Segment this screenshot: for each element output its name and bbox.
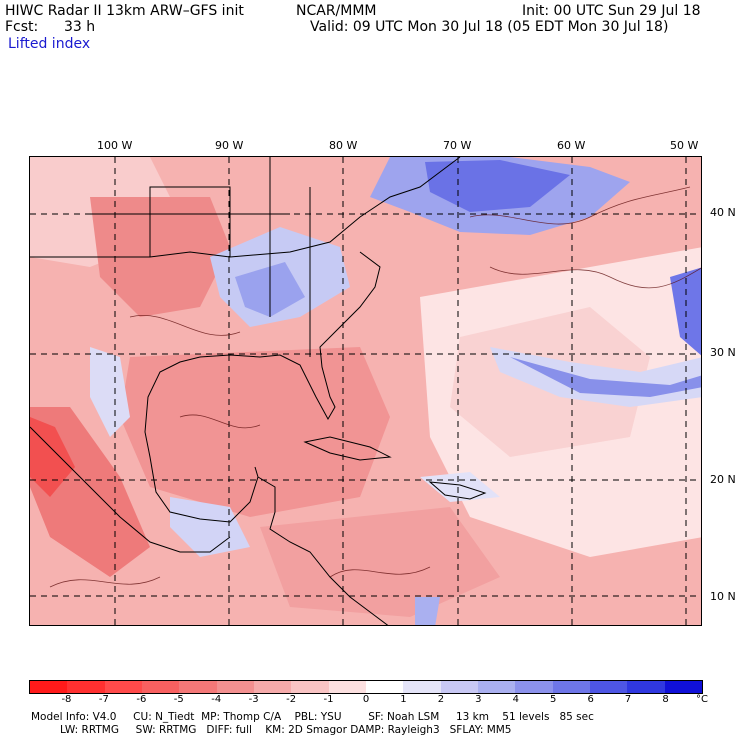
lat-label-40n: 40 N <box>710 206 736 219</box>
colorbar-cell <box>104 681 142 693</box>
init-time: Init: 00 UTC Sun 29 Jul 18 <box>522 3 701 19</box>
colorbar-tick-label: -1 <box>323 694 334 705</box>
model-source: NCAR/MMM <box>296 3 377 19</box>
colorbar-cell <box>365 681 404 693</box>
colorbar-tick-label: -5 <box>173 694 184 705</box>
colorbar-cell <box>179 681 217 693</box>
lat-label-10n: 10 N <box>710 590 736 603</box>
map-canvas <box>30 157 701 625</box>
colorbar-cell <box>253 681 292 693</box>
lat-label-20n: 20 N <box>710 473 736 486</box>
colorbar-tick-label: 3 <box>475 694 482 705</box>
colorbar-tick-label: 8 <box>662 694 669 705</box>
colorbar-tick-label: -3 <box>248 694 259 705</box>
colorbar-tick-label: -7 <box>98 694 109 705</box>
colorbar-tick-label: -2 <box>286 694 297 705</box>
lon-label-80w: 80 W <box>329 139 358 152</box>
colorbar-tick-label: 2 <box>437 694 445 705</box>
lon-label-50w: 50 W <box>670 139 699 152</box>
lifted-index-map <box>29 156 702 626</box>
colorbar-cell <box>403 681 441 693</box>
forecast-label: Fcst: <box>5 19 39 35</box>
colorbar-cell <box>477 681 516 693</box>
colorbar-tick-label: 5 <box>550 694 557 705</box>
colorbar-tick-label: 0 <box>362 694 370 705</box>
colorbar-cell <box>440 681 478 693</box>
lon-label-70w: 70 W <box>443 139 472 152</box>
colorbar-cell <box>552 681 590 693</box>
colorbar-tick-label: -6 <box>136 694 147 705</box>
colorbar-unit: °C <box>696 694 708 705</box>
colorbar-tick-label: -8 <box>61 694 72 705</box>
colorbar-tick-label: 6 <box>587 694 594 705</box>
valid-time: Valid: 09 UTC Mon 30 Jul 18 (05 EDT Mon … <box>310 19 669 35</box>
colorbar-cell <box>328 681 366 693</box>
colorbar-tick-label: 4 <box>512 694 519 705</box>
colorbar-cell <box>664 681 702 693</box>
lon-label-100w: 100 W <box>97 139 133 152</box>
colorbar-tick-label: 7 <box>624 694 632 705</box>
colorbar <box>29 680 703 694</box>
lon-label-90w: 90 W <box>215 139 244 152</box>
colorbar-cell <box>515 681 553 693</box>
lat-label-30n: 30 N <box>710 346 736 359</box>
model-title: HIWC Radar II 13km ARW–GFS init <box>5 3 244 19</box>
colorbar-tick-label: 1 <box>400 694 407 705</box>
colorbar-cell <box>30 681 68 693</box>
colorbar-cell <box>67 681 105 693</box>
model-info-line2: LW: RRTMG SW: RRTMG DIFF: full KM: 2D Sm… <box>60 724 512 736</box>
field-name: Lifted index <box>8 36 91 52</box>
lon-label-60w: 60 W <box>557 139 586 152</box>
colorbar-tick-label: -4 <box>211 694 222 705</box>
colorbar-cell <box>589 681 628 693</box>
colorbar-cell <box>291 681 329 693</box>
colorbar-cell <box>141 681 180 693</box>
model-info-line1: Model Info: V4.0 CU: N_Tiedt MP: Thomp C… <box>31 711 594 723</box>
colorbar-cell <box>216 681 254 693</box>
colorbar-cell <box>627 681 665 693</box>
forecast-hour: 33 h <box>64 19 96 35</box>
